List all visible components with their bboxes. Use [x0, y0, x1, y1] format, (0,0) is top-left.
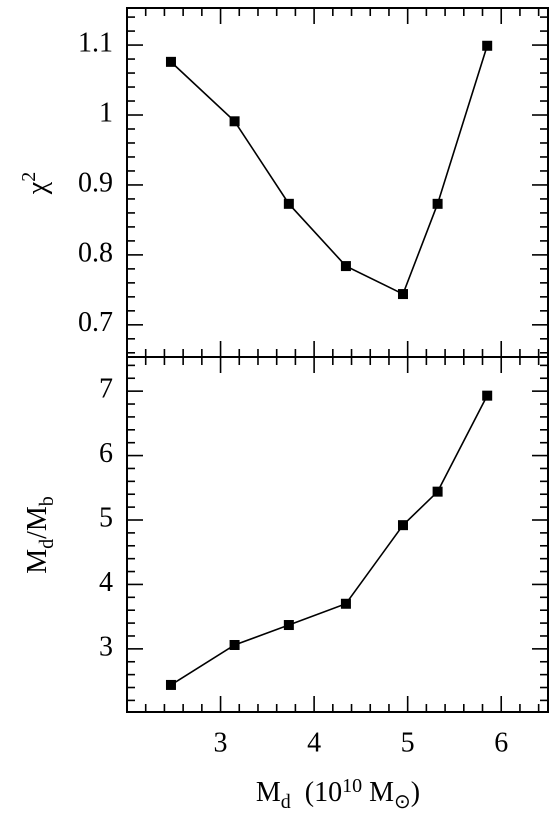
marker	[432, 198, 443, 209]
marker	[397, 520, 408, 531]
y-tick-label: 6	[99, 438, 113, 469]
marker	[340, 598, 351, 609]
marker	[397, 289, 408, 300]
label-part: M	[22, 549, 53, 574]
label-part: χ	[22, 181, 53, 195]
y-tick-label: 0.7	[78, 307, 113, 338]
plot-frame	[126, 7, 549, 358]
marker	[432, 486, 443, 497]
marker	[229, 116, 240, 127]
x-tick-label: 3	[214, 727, 228, 758]
y-tick-label: 0.8	[78, 237, 113, 268]
y-axis-label: χ2	[18, 172, 54, 195]
label-part: 2	[18, 172, 40, 182]
y-tick-label: 3	[99, 631, 113, 662]
y-axis-label: Md/Mb	[22, 496, 57, 574]
marker	[482, 390, 493, 401]
label-part: M	[362, 777, 394, 808]
y-tick-label: 1	[99, 97, 113, 128]
label-part: 10	[342, 775, 362, 797]
y-tick-label: 1.1	[78, 27, 113, 58]
marker	[482, 40, 493, 51]
x-tick-label: 5	[401, 727, 415, 758]
y-tick-label: 0.9	[78, 167, 113, 198]
marker	[283, 620, 294, 631]
y-tick-label: 7	[99, 374, 113, 405]
marker	[229, 639, 240, 650]
x-tick-label: 4	[307, 727, 321, 758]
label-part: d	[36, 539, 58, 549]
label-part: (10	[291, 777, 342, 808]
plot-frame	[126, 356, 549, 713]
x-tick-label: 6	[494, 727, 508, 758]
label-part: M	[256, 777, 281, 808]
marker	[165, 56, 176, 67]
label-part: )	[411, 777, 420, 808]
label-part: d	[281, 791, 291, 813]
y-tick-label: 4	[99, 567, 113, 598]
data-line	[170, 45, 488, 296]
marker	[340, 261, 351, 272]
data-line	[170, 395, 488, 686]
marker	[165, 679, 176, 690]
label-part: b	[36, 496, 58, 506]
x-axis-label: Md (1010 M⊙)	[256, 775, 420, 813]
label-part: /M	[22, 506, 53, 539]
label-part: ⊙	[394, 791, 411, 813]
y-tick-label: 5	[99, 502, 113, 533]
marker	[283, 198, 294, 209]
